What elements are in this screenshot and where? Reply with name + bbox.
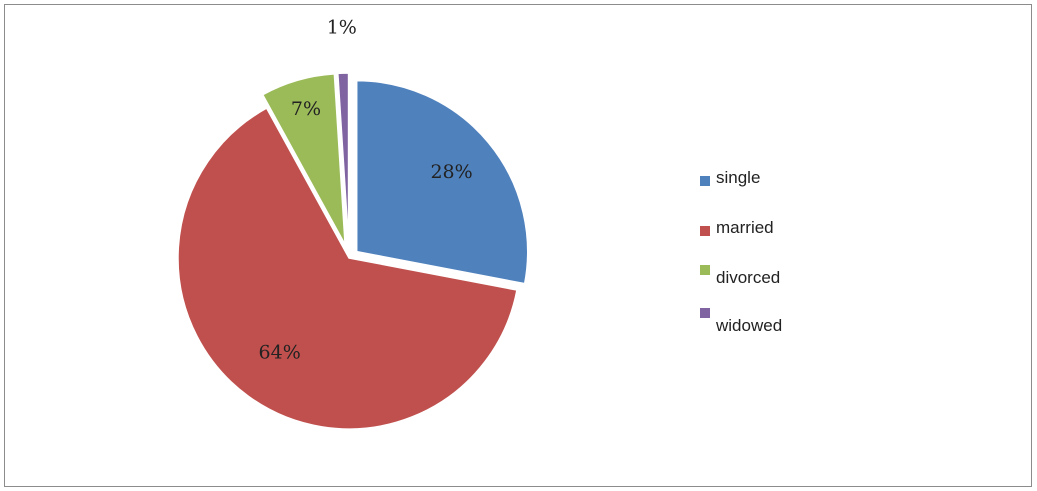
legend-swatch-divorced <box>700 265 710 275</box>
pie-slice-single <box>355 79 529 285</box>
data-label-widowed: 1% <box>327 17 357 39</box>
data-label-single: 28% <box>430 161 472 183</box>
data-label-divorced: 7% <box>291 98 321 120</box>
legend-label-widowed: widowed <box>716 316 783 335</box>
pie-slice-widowed <box>337 72 350 245</box>
pie-slice-married <box>177 107 518 430</box>
legend-swatch-widowed <box>700 308 710 318</box>
pie-slice-divorced <box>261 73 346 245</box>
legend-swatch-married <box>700 226 710 236</box>
legend-label-married: married <box>716 218 774 237</box>
legend-label-divorced: divorced <box>716 268 781 287</box>
data-label-married: 64% <box>259 341 301 363</box>
legend-label-single: single <box>716 168 761 187</box>
legend-swatch-single <box>700 176 710 186</box>
